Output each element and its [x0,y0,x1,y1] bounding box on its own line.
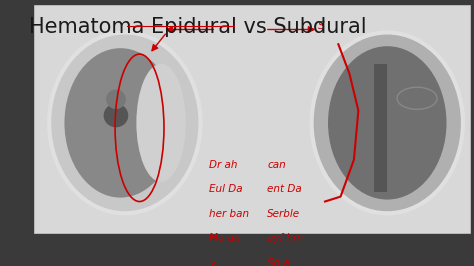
Ellipse shape [328,46,447,200]
Text: Eul Da: Eul Da [210,184,243,194]
Ellipse shape [64,48,176,198]
FancyBboxPatch shape [34,5,470,234]
Ellipse shape [104,104,128,127]
Text: Dr ah: Dr ah [210,160,238,170]
Ellipse shape [49,32,201,213]
Text: S: S [319,22,326,31]
Text: can: can [267,160,286,170]
Text: ent Da: ent Da [267,184,302,194]
Text: y: y [210,258,216,266]
FancyBboxPatch shape [374,64,387,192]
Ellipse shape [311,32,463,213]
Text: Hematoma Epidural vs Subdural: Hematoma Epidural vs Subdural [29,17,367,37]
Ellipse shape [137,64,186,182]
Text: ayf hm: ayf hm [267,234,303,243]
Text: Serble: Serble [267,209,301,219]
Text: So a: So a [267,258,290,266]
Ellipse shape [106,89,126,109]
Text: her ban: her ban [210,209,249,219]
Text: Mo an: Mo an [210,234,241,243]
